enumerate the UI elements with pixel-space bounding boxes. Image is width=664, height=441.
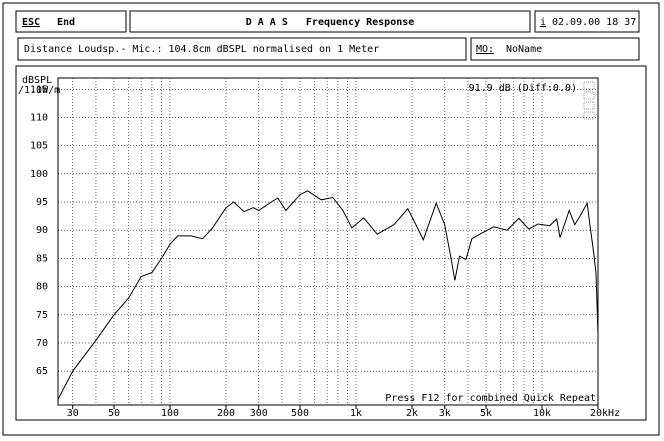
x-tick-label: 2k	[406, 408, 418, 419]
info-box[interactable]	[534, 10, 640, 33]
x-tick-label: 30	[67, 408, 79, 419]
y-tick-label: 100	[30, 169, 48, 180]
esc-button[interactable]	[15, 10, 127, 33]
description-box	[17, 37, 467, 61]
legend-boxes	[583, 81, 595, 120]
x-tick-label: 20kHz	[590, 408, 620, 419]
y-tick-label: 65	[36, 366, 48, 377]
x-tick-label: 5k	[480, 408, 492, 419]
mo-box[interactable]	[470, 37, 640, 61]
info-key: i	[540, 17, 546, 28]
plot-area	[57, 77, 599, 406]
x-tick-label: 1k	[350, 408, 362, 419]
y-tick-label: 105	[30, 141, 48, 152]
x-tick-label: 100	[161, 408, 179, 419]
mo-label: MO:	[476, 44, 494, 55]
title-box	[129, 10, 531, 33]
y-unit: /1.0W/m	[18, 85, 60, 96]
y-tick-label: 75	[36, 310, 48, 321]
esc-key: ESC	[22, 17, 40, 28]
x-tick-label: 300	[250, 408, 268, 419]
x-tick-label: 500	[291, 408, 309, 419]
description: Distance Loudsp.- Mic.: 104.8cm dBSPL no…	[24, 44, 379, 55]
y-tick-label: 90	[36, 225, 48, 236]
y-tick-label: 115	[30, 84, 48, 95]
annotation: 91.9 dB (Diff:0.0)	[469, 83, 577, 94]
y-tick-label: 80	[36, 282, 48, 293]
y-label: dBSPL	[22, 75, 52, 86]
x-tick-label: 50	[108, 408, 120, 419]
y-tick-label: 95	[36, 197, 48, 208]
mo-name: NoName	[506, 44, 542, 55]
datetime: 02.09.00 18 37	[552, 17, 636, 28]
title: D A A S Frequency Response	[246, 17, 415, 28]
x-tick-label: 3k	[439, 408, 451, 419]
response-curve	[57, 190, 599, 400]
y-tick-label: 85	[36, 253, 48, 264]
footer-note: Press F12 for combined Quick Repeat	[385, 393, 596, 404]
chart-frame	[15, 65, 647, 421]
esc-label: End	[57, 17, 75, 28]
y-tick-label: 70	[36, 338, 48, 349]
x-tick-label: 10k	[533, 408, 551, 419]
y-tick-label: 110	[30, 112, 48, 123]
x-tick-label: 200	[217, 408, 235, 419]
